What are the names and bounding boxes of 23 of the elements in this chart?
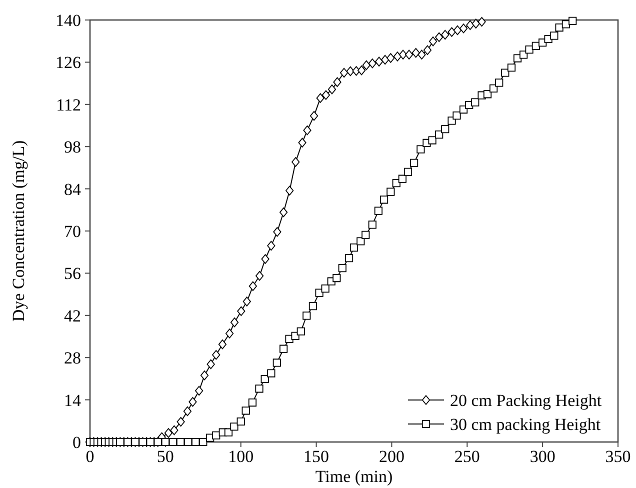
- x-tick-label: 250: [454, 447, 480, 466]
- y-tick-label: 126: [56, 53, 81, 72]
- x-tick-label: 200: [378, 447, 404, 466]
- x-tick-label: 300: [530, 447, 556, 466]
- y-tick-label: 98: [64, 138, 81, 157]
- y-tick-label: 112: [56, 95, 81, 114]
- y-tick-label: 42: [64, 306, 81, 326]
- x-tick-label: 150: [304, 447, 330, 466]
- x-axis-title: Time (min): [315, 467, 393, 486]
- y-tick-label: 0: [72, 432, 81, 452]
- x-tick-label: 50: [156, 447, 174, 466]
- legend-label: 30 cm packing Height: [450, 414, 601, 434]
- y-tick-label: 14: [64, 390, 82, 410]
- x-tick-label: 100: [228, 447, 254, 466]
- x-tick-label: 350: [605, 447, 631, 466]
- y-tick-label: 56: [64, 264, 81, 284]
- y-tick-label: 70: [64, 222, 81, 241]
- y-tick-label: 140: [56, 10, 81, 30]
- y-axis-title: Dye Concentration (mg/L): [9, 140, 28, 322]
- y-tick-label: 28: [64, 348, 81, 368]
- legend-label: 20 cm Packing Height: [450, 390, 602, 410]
- y-tick-label: 84: [64, 180, 82, 199]
- x-tick-label: 0: [86, 447, 94, 466]
